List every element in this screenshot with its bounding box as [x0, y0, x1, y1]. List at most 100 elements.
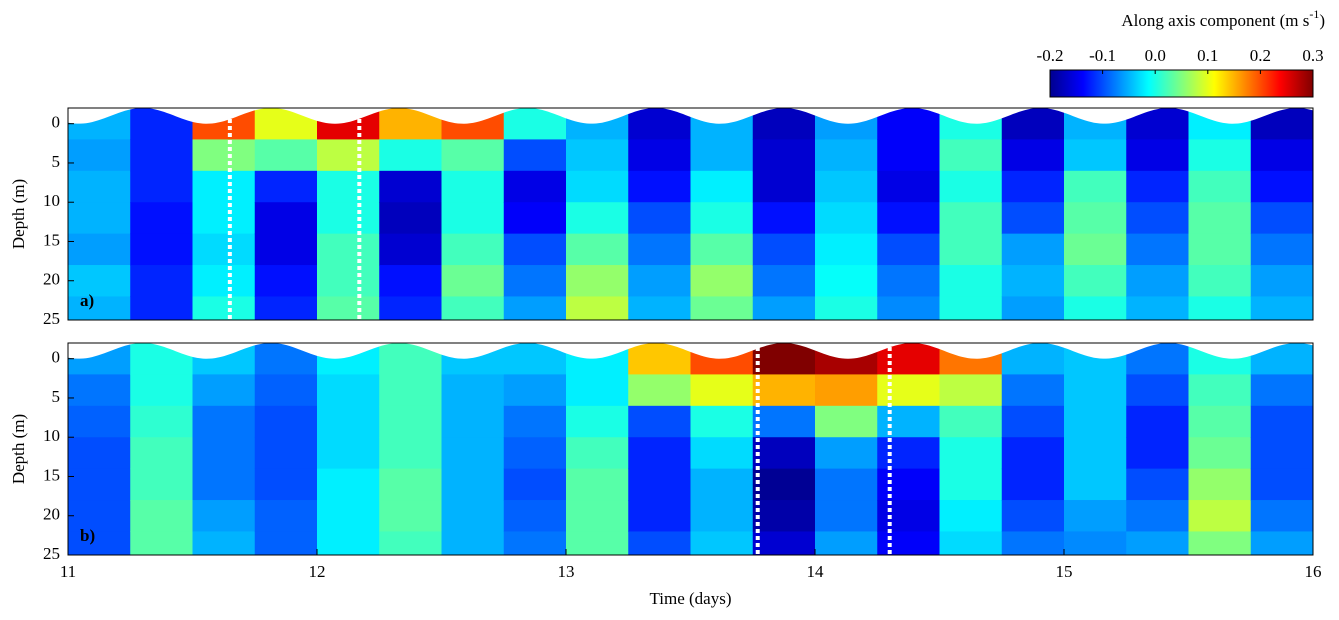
cell: [1001, 468, 1065, 501]
cell: [441, 265, 505, 297]
y-tick-label: 20: [43, 270, 60, 289]
cell: [1250, 531, 1313, 555]
cell: [130, 468, 193, 501]
cell: [877, 405, 940, 438]
cell: [566, 500, 629, 532]
x-tick-label: 13: [558, 562, 575, 581]
cell: [939, 374, 1003, 407]
cell: [1250, 405, 1313, 438]
cell: [317, 296, 380, 320]
y-tick-label: 0: [52, 113, 61, 132]
cell: [192, 500, 256, 532]
cell: [379, 202, 442, 235]
frame: [67, 342, 1314, 556]
y-axis-label: Depth (m): [9, 414, 28, 484]
cell: [815, 296, 878, 320]
cell: [939, 405, 1003, 438]
cell: [1001, 170, 1065, 203]
cell: [254, 170, 318, 203]
cell: [254, 233, 318, 266]
cell: [1126, 139, 1189, 172]
colorbar-tick-label: 0.3: [1302, 46, 1323, 65]
cell: [379, 170, 442, 203]
x-axis-label: Time (days): [649, 589, 731, 608]
cell: [566, 405, 629, 438]
cell: [130, 500, 193, 532]
cell: [752, 405, 816, 438]
cell: [877, 108, 940, 140]
cell: [503, 202, 567, 235]
cell: [441, 139, 505, 172]
cell: [1188, 437, 1252, 470]
cell: [690, 202, 754, 235]
cell: [379, 374, 442, 407]
cell: [1188, 296, 1252, 320]
cell: [939, 500, 1003, 532]
y-tick-label: 15: [43, 230, 60, 249]
cell: [441, 233, 505, 266]
cell: [939, 296, 1003, 320]
cell: [130, 296, 193, 320]
colorbar-tick-label: -0.2: [1037, 46, 1064, 65]
cell: [1001, 531, 1065, 555]
cell: [1126, 500, 1189, 532]
cell: [1126, 265, 1189, 297]
cell: [939, 233, 1003, 266]
cell: [1126, 531, 1189, 555]
cell: [566, 265, 629, 297]
cell: [1064, 405, 1127, 438]
surface: [68, 108, 1313, 124]
cell: [317, 202, 380, 235]
cell: [877, 296, 940, 320]
cell: [317, 233, 380, 266]
cell: [1126, 437, 1189, 470]
cell: [1250, 374, 1313, 407]
cell: [752, 233, 816, 266]
cell: [441, 374, 505, 407]
cell: [503, 437, 567, 470]
y-tick-label: 25: [43, 544, 60, 563]
cell: [939, 202, 1003, 235]
y-tick-label: 20: [43, 505, 60, 524]
cell: [68, 405, 131, 438]
cell: [690, 500, 754, 532]
cell: [503, 468, 567, 501]
cell: [1126, 374, 1189, 407]
cell: [379, 139, 442, 172]
cell: [1188, 405, 1252, 438]
cell: [877, 170, 940, 203]
colorbar: [1049, 69, 1314, 98]
cell: [939, 437, 1003, 470]
cell: [1126, 405, 1189, 438]
cell: [752, 296, 816, 320]
cell: [68, 374, 131, 407]
cell: [752, 170, 816, 203]
cell: [68, 468, 131, 501]
cell: [690, 170, 754, 203]
cell: [192, 296, 256, 320]
cell: [192, 202, 256, 235]
cell: [1188, 374, 1252, 407]
cell: [877, 468, 940, 501]
cell: [503, 233, 567, 266]
cell: [815, 139, 878, 172]
cell: [752, 374, 816, 407]
cell: [1064, 202, 1127, 235]
cell: [1188, 265, 1252, 297]
heatmap: [68, 108, 1313, 320]
cell: [130, 437, 193, 470]
cell: [441, 531, 505, 555]
cell: [628, 374, 691, 407]
cell: [566, 233, 629, 266]
y-tick-label: 15: [43, 465, 60, 484]
cell: [503, 531, 567, 555]
cell: [628, 500, 691, 532]
surface: [68, 343, 1313, 359]
cell: [690, 296, 754, 320]
cell: [254, 139, 318, 172]
cell: [815, 437, 878, 470]
cell: [192, 374, 256, 407]
cell: [503, 374, 567, 407]
panel-label: b): [80, 526, 95, 545]
